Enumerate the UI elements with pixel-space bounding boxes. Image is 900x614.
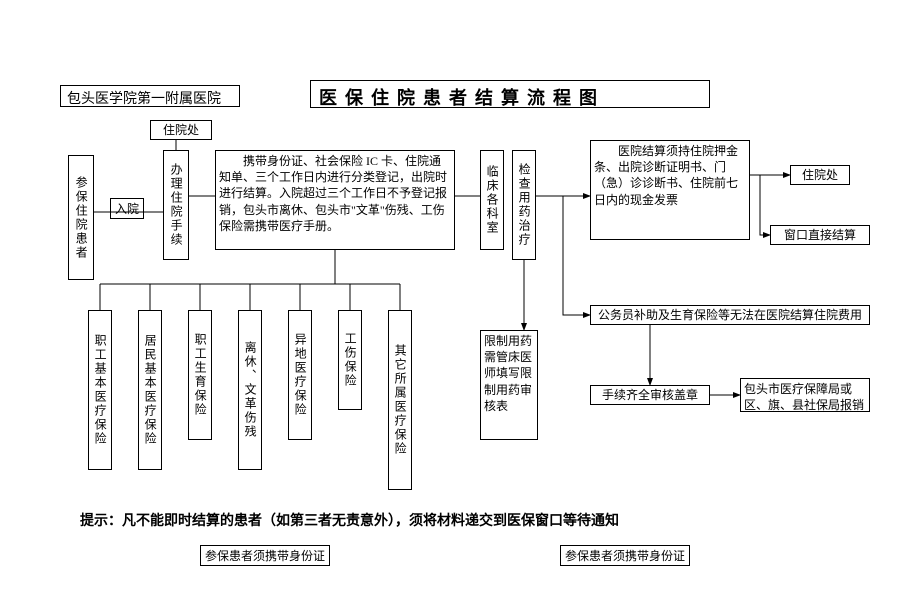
node-settle-req: 医院结算须持住院押金条、出院诊断证明书、门（急）诊诊断书、住院前七日内的现金发票 (590, 140, 750, 240)
small-note-right: 参保患者须携带身份证 (560, 545, 690, 566)
node-insured-patient: 参保住院患者 (68, 155, 94, 280)
node-cat-zhigong: 职工基本医疗保险 (88, 310, 112, 470)
small-note-left: 参保患者须携带身份证 (200, 545, 330, 566)
node-restrict-med: 限制用药需管床医师填写限制用药审核表 (480, 330, 538, 440)
node-cat-gongshang: 工伤保险 (338, 310, 362, 410)
bottom-note: 提示：凡不能即时结算的患者（如第三者无责意外），须将材料递交到医保窗口等待通知 (80, 510, 619, 530)
node-cat-jumin: 居民基本医疗保险 (138, 310, 162, 470)
node-window-settle: 窗口直接结算 (770, 225, 870, 245)
node-civil-note: 公务员补助及生育保险等无法在医院结算住院费用 (590, 305, 870, 325)
node-handle-proc: 办理住院手续 (163, 150, 189, 260)
node-audit-seal: 手续齐全审核盖章 (590, 385, 710, 405)
node-doc-note: 携带身份证、社会保险 IC 卡、住院通知单、三个工作日内进行分类登记，出院时进行… (215, 150, 455, 250)
edge-label-admit: 入院 (110, 198, 144, 219)
node-cat-yidi: 异地医疗保险 (288, 310, 312, 440)
node-bt-bureau: 包头市医疗保障局或区、旗、县社保局报销 (740, 378, 870, 412)
page-title: 医保住院患者结算流程图 (310, 80, 710, 108)
node-cat-shengyu: 职工生育保险 (188, 310, 212, 440)
node-admission-office: 住院处 (150, 120, 212, 140)
node-cat-lixiu: 离休、文革伤残 (238, 310, 262, 470)
node-inpatient-dept2: 住院处 (790, 165, 850, 185)
node-exam-med: 检查用药治疗 (512, 150, 536, 260)
node-clinic-dept: 临床各科室 (480, 150, 504, 250)
node-cat-qita: 其它所属医疗保险 (388, 310, 412, 490)
hospital-name: 包头医学院第一附属医院 (60, 85, 240, 107)
